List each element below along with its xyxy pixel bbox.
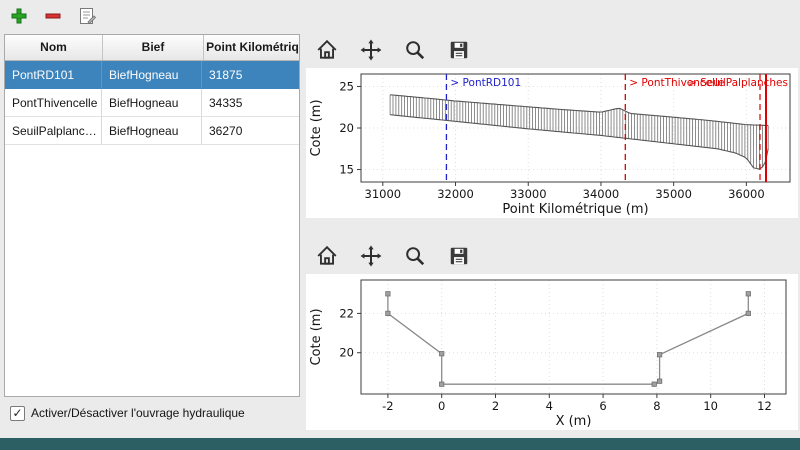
save-button[interactable] bbox=[444, 36, 474, 64]
svg-text:20: 20 bbox=[339, 121, 354, 135]
add-structure-button[interactable] bbox=[6, 3, 32, 29]
svg-text:10: 10 bbox=[703, 399, 718, 413]
enable-structure-label: Activer/Désactiver l'ouvrage hydraulique bbox=[31, 406, 245, 420]
status-bar bbox=[0, 438, 800, 450]
cell-nom: PontThivencelle bbox=[5, 89, 102, 117]
svg-text:Point Kilométrique (m): Point Kilométrique (m) bbox=[502, 202, 648, 217]
svg-text:34000: 34000 bbox=[583, 187, 620, 201]
enable-structure-checkbox[interactable]: ✓ bbox=[10, 405, 25, 421]
cell-nom: PontRD101 bbox=[5, 61, 102, 89]
pan-icon bbox=[360, 245, 382, 267]
pan-button[interactable] bbox=[356, 36, 386, 64]
table-row[interactable]: PontRD101 BiefHogneau 31875 bbox=[5, 61, 299, 89]
save-button[interactable] bbox=[444, 242, 474, 270]
cross-section-plot-toolbar bbox=[304, 238, 800, 274]
svg-text:15: 15 bbox=[339, 163, 354, 177]
edit-document-icon bbox=[80, 8, 97, 25]
zoom-button[interactable] bbox=[400, 242, 430, 270]
svg-text:31000: 31000 bbox=[365, 187, 402, 201]
svg-text:22: 22 bbox=[339, 306, 354, 320]
column-header-pk[interactable]: Point Kilométrique bbox=[204, 35, 299, 60]
magnifier-icon bbox=[406, 247, 425, 266]
svg-text:12: 12 bbox=[757, 399, 772, 413]
table-row[interactable]: SeuilPalplanches BiefHogneau 36270 bbox=[5, 117, 299, 145]
svg-text:35000: 35000 bbox=[655, 187, 692, 201]
plus-icon bbox=[11, 8, 27, 24]
remove-structure-button[interactable] bbox=[40, 3, 66, 29]
cross-section-plot[interactable]: -2 0 2 4 6 8 10 12 20 22 X (m) Cote (m) bbox=[306, 274, 798, 430]
profile-plot-toolbar bbox=[304, 32, 800, 68]
svg-text:Cote (m): Cote (m) bbox=[309, 308, 324, 365]
table-header: Nom Bief Point Kilométrique bbox=[5, 35, 299, 61]
svg-text:> PontThivencelle: > PontThivencelle bbox=[629, 77, 724, 89]
home-icon bbox=[317, 245, 337, 265]
longitudinal-profile-figure: 31000 32000 33000 34000 35000 36000 15 20 25 Poin… bbox=[304, 32, 800, 238]
save-icon bbox=[450, 247, 468, 265]
main-toolbar bbox=[0, 0, 800, 32]
cross-section-figure: -2 0 2 4 6 8 10 12 20 22 X (m) Cote (m) bbox=[304, 238, 800, 438]
table-row[interactable]: PontThivencelle BiefHogneau 34335 bbox=[5, 89, 299, 117]
svg-text:0: 0 bbox=[438, 399, 445, 413]
svg-text:6: 6 bbox=[599, 399, 606, 413]
svg-text:33000: 33000 bbox=[510, 187, 547, 201]
column-header-nom[interactable]: Nom bbox=[5, 35, 103, 60]
svg-text:25: 25 bbox=[339, 79, 354, 93]
pan-icon bbox=[360, 39, 382, 61]
column-header-bief[interactable]: Bief bbox=[103, 35, 204, 60]
cell-pk: 36270 bbox=[202, 117, 299, 145]
checkmark-icon: ✓ bbox=[12, 405, 23, 420]
cell-bief: BiefHogneau bbox=[102, 89, 202, 117]
svg-text:X (m): X (m) bbox=[556, 414, 592, 429]
home-button[interactable] bbox=[312, 242, 342, 270]
svg-text:> PontRD101: > PontRD101 bbox=[450, 77, 521, 89]
svg-text:4: 4 bbox=[546, 399, 553, 413]
cell-bief: BiefHogneau bbox=[102, 61, 202, 89]
edit-structure-button[interactable] bbox=[74, 3, 100, 29]
cell-bief: BiefHogneau bbox=[102, 117, 202, 145]
cell-pk: 31875 bbox=[202, 61, 299, 89]
home-button[interactable] bbox=[312, 36, 342, 64]
svg-text:36000: 36000 bbox=[728, 187, 765, 201]
zoom-button[interactable] bbox=[400, 36, 430, 64]
structures-table: Nom Bief Point Kilométrique PontRD101 Bi… bbox=[4, 34, 300, 397]
save-icon bbox=[450, 41, 468, 59]
profile-plot[interactable]: 31000 32000 33000 34000 35000 36000 15 20 25 Poin… bbox=[306, 68, 798, 218]
magnifier-icon bbox=[406, 41, 425, 60]
minus-icon bbox=[45, 13, 61, 19]
cell-nom: SeuilPalplanches bbox=[5, 117, 102, 145]
svg-text:Cote (m): Cote (m) bbox=[309, 99, 324, 156]
cell-pk: 34335 bbox=[202, 89, 299, 117]
pan-button[interactable] bbox=[356, 242, 386, 270]
svg-text:2: 2 bbox=[492, 399, 499, 413]
enable-structure-row: ✓ Activer/Désactiver l'ouvrage hydrauliq… bbox=[10, 404, 245, 422]
svg-text:8: 8 bbox=[653, 399, 660, 413]
home-icon bbox=[317, 39, 337, 59]
svg-text:20: 20 bbox=[339, 346, 354, 360]
svg-text:> SeuilPalplanches: > SeuilPalplanches bbox=[688, 77, 788, 89]
svg-text:-2: -2 bbox=[382, 399, 393, 413]
plots-panel: 31000 32000 33000 34000 35000 36000 15 20 25 Poin… bbox=[304, 32, 800, 438]
svg-text:32000: 32000 bbox=[437, 187, 474, 201]
